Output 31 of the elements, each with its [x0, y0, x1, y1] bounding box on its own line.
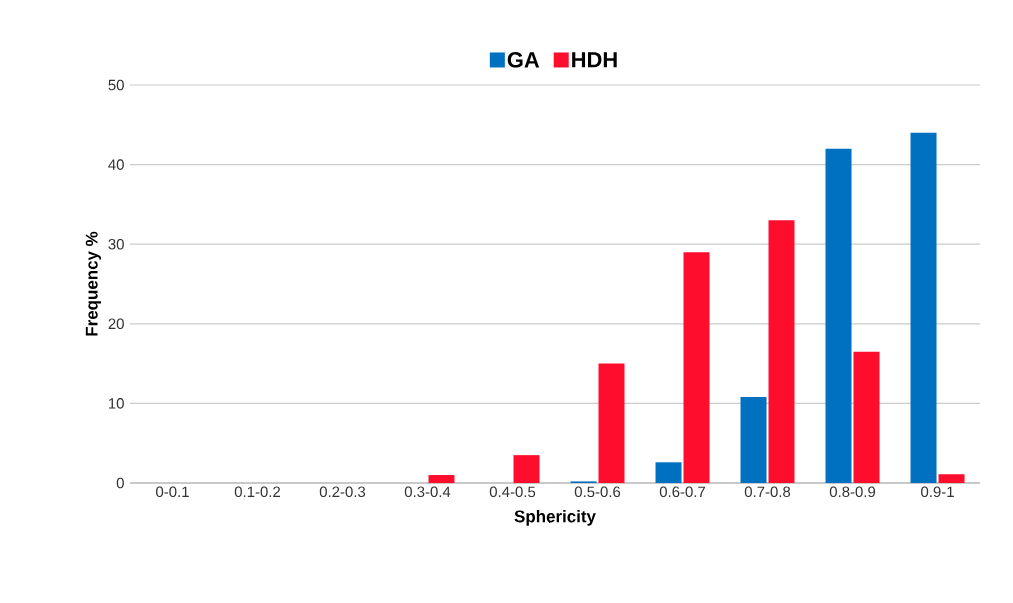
x-tick-label: 0.8-0.9: [829, 486, 876, 498]
bar: [655, 462, 682, 483]
legend-label: GA: [507, 52, 540, 68]
x-tick-label: 0.2-0.3: [319, 486, 366, 498]
bar: [740, 397, 767, 483]
y-tick-label: 20: [108, 318, 124, 330]
bar: [513, 455, 540, 483]
bar: [598, 363, 625, 483]
y-tick-label: 30: [108, 238, 124, 250]
bar: [853, 351, 880, 483]
x-tick-label: 0.7-0.8: [744, 486, 791, 498]
x-axis-title: Sphericity: [514, 509, 596, 526]
bar: [910, 132, 937, 483]
bar: [683, 252, 710, 483]
x-tick-label: 0.1-0.2: [234, 486, 281, 498]
x-tick-label: 0.5-0.6: [574, 486, 621, 498]
bar: [428, 475, 455, 483]
y-tick-label: 40: [108, 159, 124, 170]
legend-label: HDH: [572, 52, 617, 68]
x-tick-label: 0.3-0.4: [404, 486, 451, 498]
bar: [768, 220, 795, 483]
y-tick-label: 50: [108, 79, 124, 91]
y-tick-label: 0: [116, 477, 124, 489]
x-tick-label: 0-0.1: [156, 486, 189, 498]
y-tick-label: 10: [109, 398, 124, 409]
bar: [825, 148, 852, 483]
x-tick-label: 0.4-0.5: [489, 486, 536, 498]
y-axis-title: Frequency %: [85, 231, 102, 336]
x-tick-label: 0.6-0.7: [659, 486, 706, 498]
bar: [938, 474, 965, 483]
x-tick-label: 0.9-1: [921, 486, 954, 498]
